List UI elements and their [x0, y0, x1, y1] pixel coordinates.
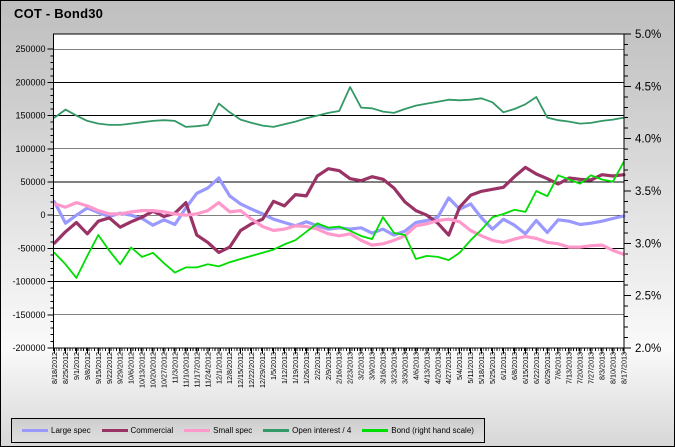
series-line-2 — [52, 201, 626, 256]
right-axis-tick-label: 5.0% — [635, 29, 661, 41]
legend-swatch-icon — [184, 429, 211, 432]
legend-swatch-icon — [362, 429, 389, 432]
x-axis-date-label: 7/6/2013 — [554, 352, 563, 380]
left-axis-tick-label: 0 — [40, 210, 45, 220]
x-axis-date-label: 8/3/2013 — [598, 352, 607, 380]
left-axis-tick-label: 50000 — [20, 177, 45, 187]
x-axis-date-label: 10/27/2012 — [160, 352, 169, 388]
x-axis-date-label: 8/25/2012 — [61, 352, 70, 384]
legend: Large spec Commercial Small spec Open inter… — [11, 418, 485, 443]
x-axis-date-label: 4/13/2013 — [422, 352, 431, 384]
x-axis-date-label: 2/2/2013 — [313, 352, 322, 380]
x-axis-date-label: 8/18/2012 — [50, 352, 59, 384]
x-axis-date-label: 3/16/2013 — [379, 352, 388, 384]
x-axis-date-label: 2/16/2013 — [335, 352, 344, 384]
x-axis-date-label: 12/15/2012 — [236, 352, 245, 388]
x-axis-date-label: 10/13/2012 — [138, 352, 147, 388]
x-axis-date-label: 1/12/2013 — [280, 352, 289, 384]
x-axis-date-label: 9/22/2012 — [105, 352, 114, 384]
x-axis-date-label: 3/2/2013 — [357, 352, 366, 380]
legend-swatch-icon — [101, 429, 128, 432]
x-axis-date-label: 6/22/2013 — [532, 352, 541, 384]
x-axis-date-label: 9/29/2012 — [116, 352, 125, 384]
legend-label: Commercial — [130, 426, 174, 435]
x-axis-date-label: 6/8/2013 — [510, 352, 519, 380]
x-axis-date-label: 9/1/2012 — [72, 352, 81, 380]
x-axis-date-label: 7/20/2013 — [576, 352, 585, 384]
x-axis-date-label: 4/6/2013 — [411, 352, 420, 380]
x-axis-date-label: 7/27/2013 — [587, 352, 596, 384]
x-axis-date-label: 12/8/2012 — [225, 352, 234, 384]
left-axis-tick-label: 200000 — [15, 77, 45, 87]
x-axis-date-label: 11/10/2012 — [181, 352, 190, 387]
x-axis-date-label: 5/18/2013 — [477, 352, 486, 384]
legend-swatch-icon — [22, 429, 48, 432]
series-line-3 — [53, 86, 625, 128]
legend-label: Open interest / 4 — [292, 426, 352, 435]
plot-border — [52, 33, 625, 349]
legend-item-large-spec: Large spec — [22, 426, 91, 435]
legend-item-small-spec: Small spec — [184, 426, 252, 435]
x-axis-date-label: 1/26/2013 — [302, 352, 311, 384]
x-axis-date-label: 9/8/2012 — [83, 352, 92, 380]
legend-swatch-icon — [263, 429, 290, 432]
x-axis-date-label: 3/9/2013 — [368, 352, 377, 380]
x-axis-date-label: 5/25/2013 — [488, 352, 497, 384]
left-axis-tick-label: -100000 — [12, 277, 45, 287]
right-axis-tick-label: 2.0% — [635, 343, 661, 355]
x-axis-date-label: 6/15/2013 — [521, 352, 530, 384]
x-axis-date-label: 12/1/2012 — [214, 352, 223, 384]
legend-item-open-interest-4: Open interest / 4 — [263, 426, 351, 435]
x-axis-date-label: 1/19/2013 — [291, 352, 300, 384]
legend-label: Bond (right hand scale) — [391, 426, 474, 435]
left-axis-tick-label: -50000 — [17, 243, 45, 253]
series-line-4 — [53, 160, 625, 279]
left-axis-tick-label: -200000 — [12, 343, 45, 353]
series-line-1 — [52, 165, 626, 254]
x-axis-date-label: 3/23/2013 — [389, 352, 398, 384]
legend-item-bond-right-hand-scale: Bond (right hand scale) — [362, 426, 474, 435]
x-axis-date-label: 6/29/2013 — [543, 352, 552, 384]
x-axis-date-label: 11/17/2012 — [192, 352, 201, 387]
x-axis-date-label: 2/9/2013 — [324, 352, 333, 380]
x-axis-date-label: 2/23/2013 — [346, 352, 355, 384]
right-axis-tick-label: 4.5% — [635, 81, 661, 93]
x-axis-date-label: 12/29/2012 — [258, 352, 267, 388]
legend-item-commercial: Commercial — [101, 426, 174, 435]
right-axis-tick-label: 2.5% — [635, 291, 661, 303]
x-axis-date-label: 6/1/2013 — [499, 352, 508, 380]
x-axis-date-label: 8/17/2013 — [619, 352, 628, 384]
right-axis-tick-label: 3.0% — [635, 238, 661, 250]
x-axis-date-label: 11/24/2012 — [203, 352, 212, 387]
left-axis-tick-label: -150000 — [12, 310, 45, 320]
left-axis-tick-label: 250000 — [15, 44, 45, 54]
legend-label: Small spec — [213, 426, 253, 435]
left-axis-tick-label: 100000 — [15, 144, 45, 154]
right-axis-tick-label: 3.5% — [635, 186, 661, 198]
series-line-0 — [52, 176, 626, 237]
x-axis-date-label: 1/5/2013 — [269, 352, 278, 380]
legend-label: Large spec — [51, 426, 91, 435]
x-axis-date-label: 3/30/2013 — [400, 352, 409, 384]
x-axis-date-label: 10/20/2012 — [149, 352, 158, 388]
x-axis-date-label: 11/3/2012 — [170, 352, 179, 383]
x-axis-date-label: 5/11/2013 — [466, 352, 475, 383]
x-axis-date-label: 9/15/2012 — [94, 352, 103, 384]
x-axis-date-label: 4/27/2013 — [444, 352, 453, 384]
left-axis-tick-label: 150000 — [15, 111, 45, 121]
chart-title: COT - Bond30 — [14, 6, 104, 21]
x-axis-date-label: 8/10/2013 — [608, 352, 617, 384]
x-axis-date-label: 4/20/2013 — [433, 352, 442, 384]
x-axis-date-label: 10/6/2012 — [127, 352, 136, 384]
x-axis-date-label: 7/13/2013 — [565, 352, 574, 384]
x-axis-date-label: 5/4/2013 — [455, 352, 464, 380]
plot-background — [53, 34, 624, 348]
right-axis-tick-label: 4.0% — [635, 134, 661, 146]
x-axis-date-label: 12/22/2012 — [247, 352, 256, 388]
